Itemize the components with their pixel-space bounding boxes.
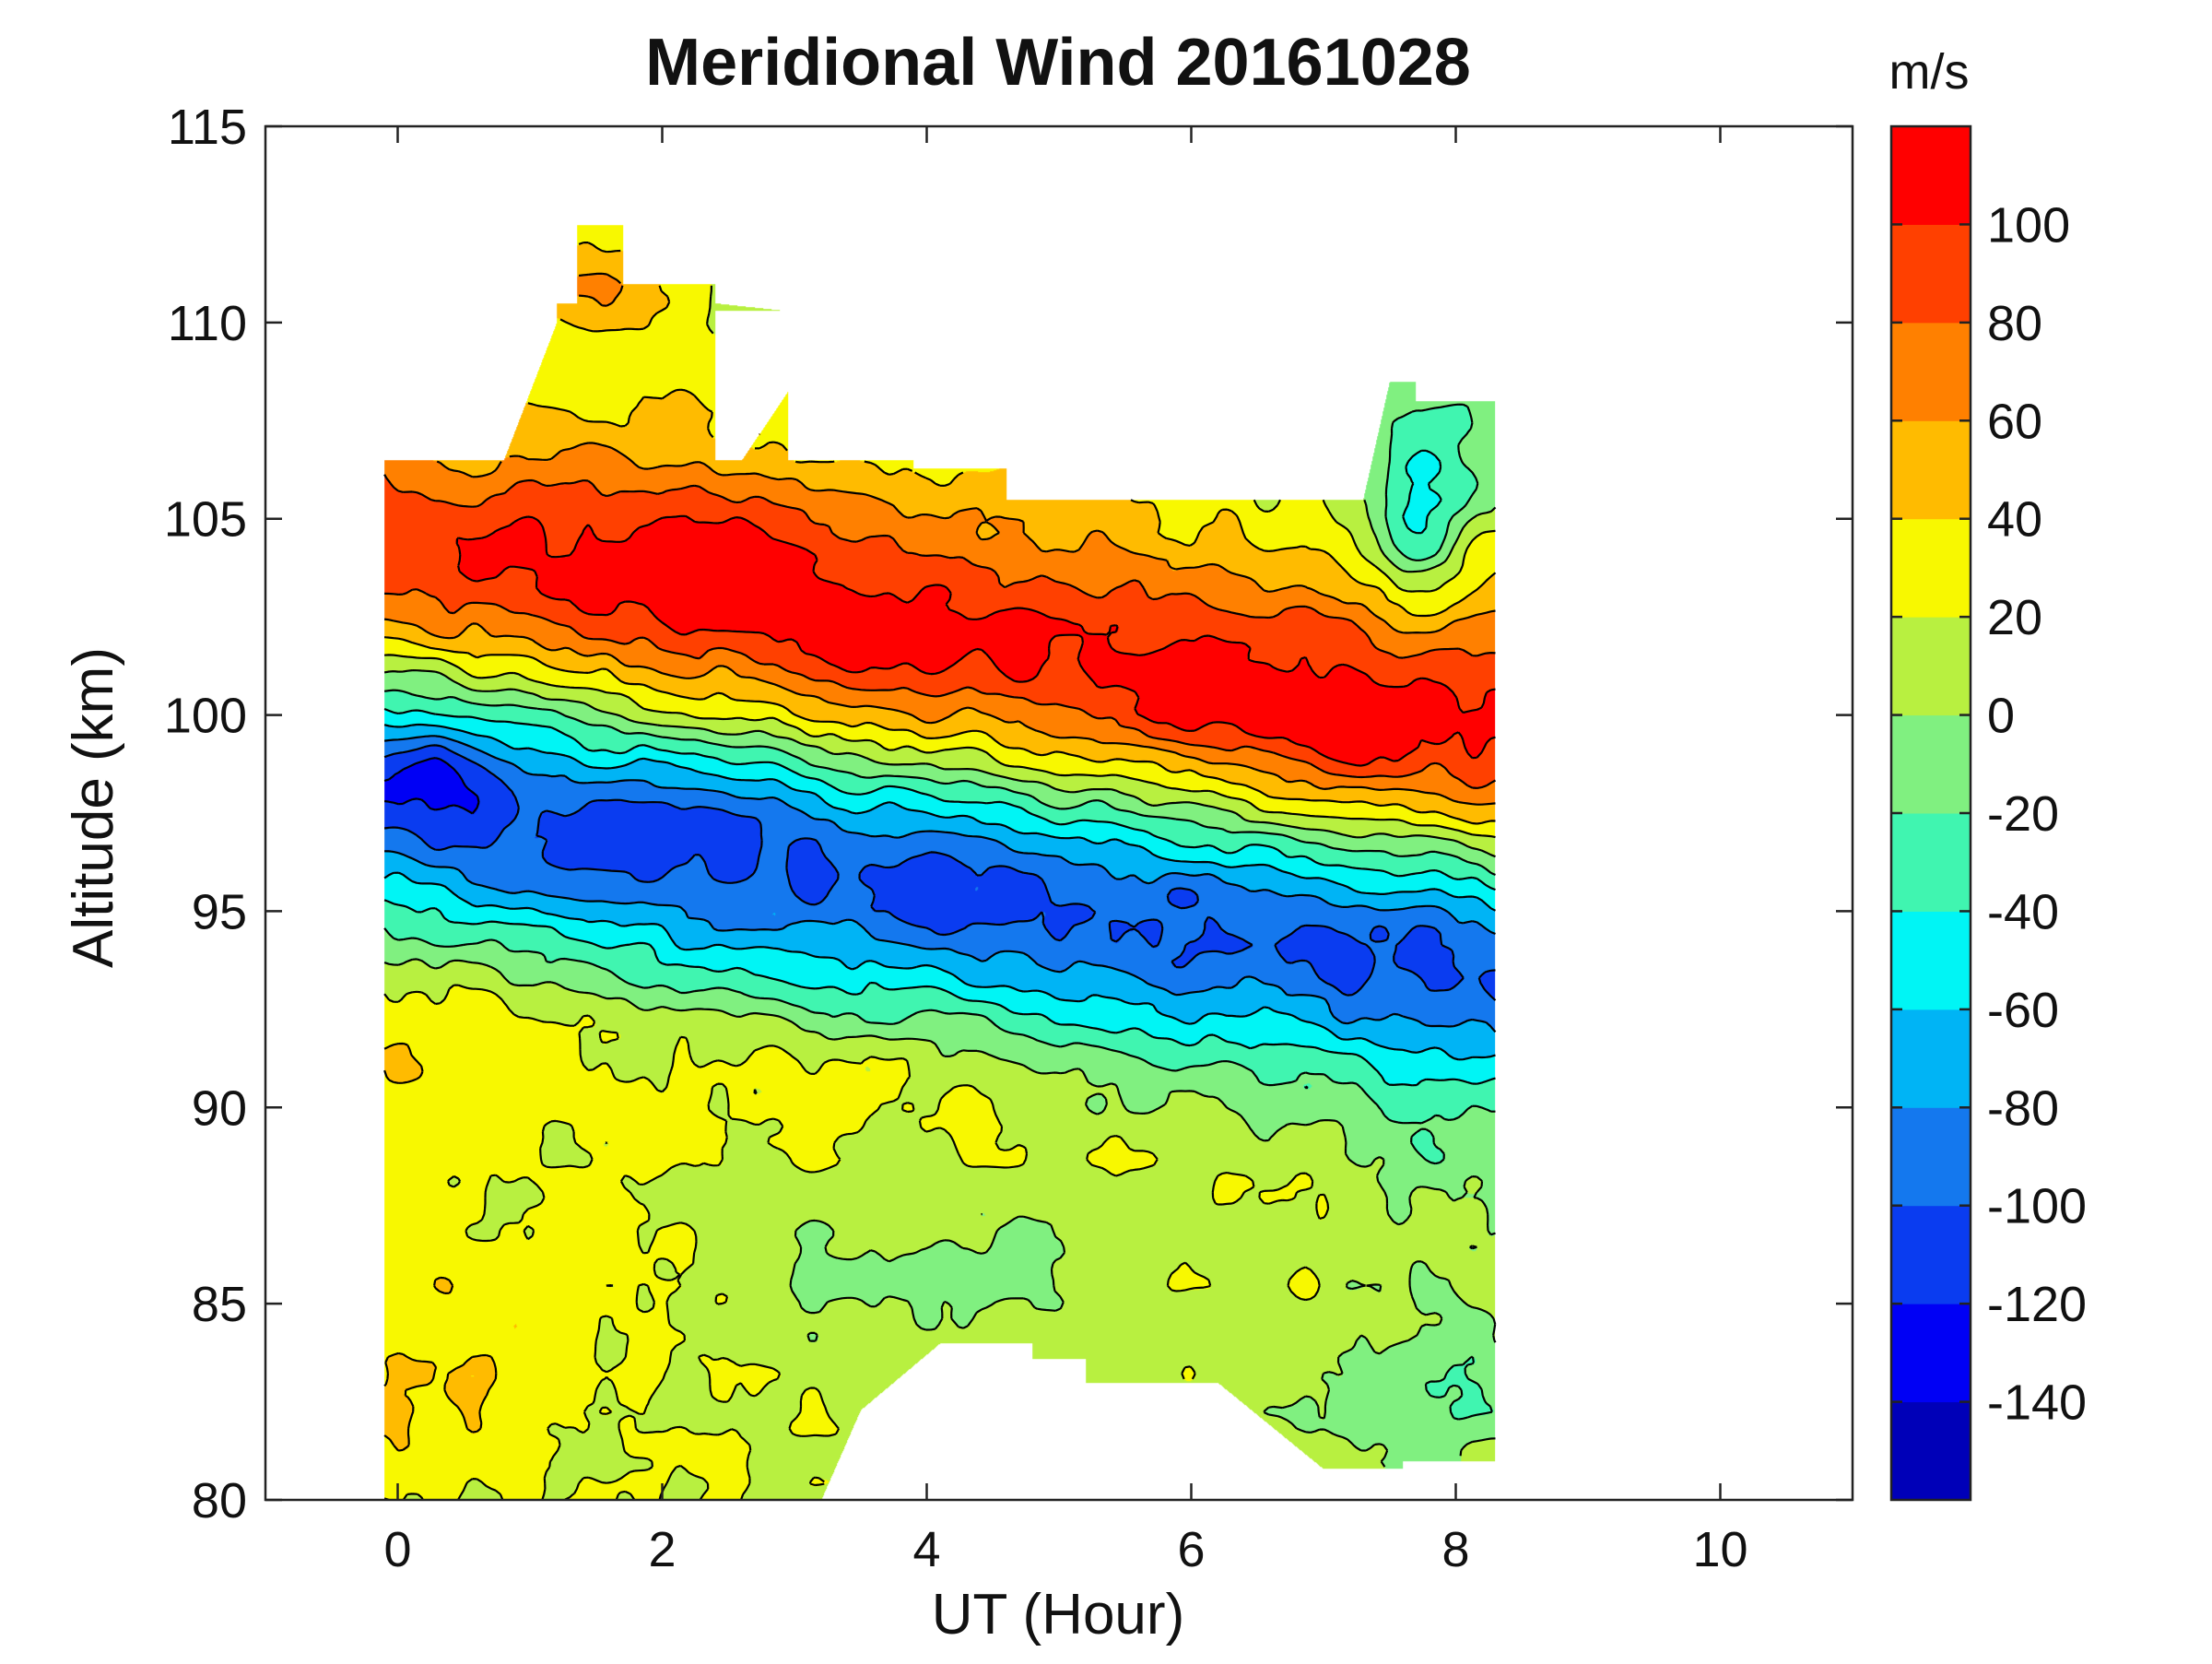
y-tick-label: 115 (168, 100, 247, 155)
colorbar-swatch (1891, 1205, 1971, 1304)
contour-line--100 (383, 744, 1497, 1001)
x-axis-label: UT (Hour) (932, 1583, 1184, 1646)
contour-line--60 (383, 723, 1497, 1061)
x-tick-label: 4 (912, 1522, 940, 1577)
colorbar-tick-label: -20 (1987, 786, 2059, 842)
colorbar: -140 -120 -100 -80 -60 -40 -20 0 20 40 60 80 100 (1889, 124, 2087, 1502)
colorbar-unit-label: m/s (1889, 44, 1970, 100)
colorbar-swatch (1891, 911, 1971, 1010)
colorbar-tick-label: 80 (1987, 296, 2042, 351)
contour-line-40 (383, 242, 1497, 1452)
colorbar-swatch (1891, 714, 1971, 814)
y-tick-label: 95 (192, 884, 247, 939)
x-tick-label: 2 (648, 1522, 676, 1577)
chart-title: Meridional Wind 20161028 (645, 26, 1471, 100)
contour-line--120 (383, 757, 480, 815)
y-axis-label: Altitude (km) (62, 647, 125, 968)
y-tick-label: 105 (164, 492, 247, 548)
contour-line-0 (383, 499, 1497, 1468)
colorbar-swatch (1891, 126, 1971, 225)
colorbar-swatch (1891, 518, 1971, 618)
plot-frame (264, 124, 1854, 1502)
colorbar-tick-label: -100 (1987, 1179, 2087, 1234)
y-tick-label: 110 (168, 296, 247, 351)
y-tick-label: 90 (192, 1080, 247, 1136)
x-tick-label: 6 (1177, 1522, 1205, 1577)
x-tick-label: 8 (1441, 1522, 1469, 1577)
contour-lines (383, 242, 1497, 1501)
contour-line--40 (383, 449, 1496, 1087)
colorbar-swatch (1891, 1304, 1971, 1403)
colorbar-tick-label: -80 (1987, 1080, 2059, 1136)
colorbar-tick-label: -40 (1987, 884, 2059, 939)
colorbar-tick-label: 0 (1987, 689, 2015, 744)
y-tick-label: 80 (192, 1473, 247, 1528)
colorbar-swatch (1891, 420, 1971, 520)
x-tick-label: 10 (1692, 1522, 1747, 1577)
colorbar-swatch (1891, 617, 1971, 716)
contour-field (384, 220, 1496, 1501)
colorbar-swatch (1891, 1401, 1971, 1501)
wind-field-raster (384, 220, 1496, 1501)
x-tick-label: 0 (383, 1522, 411, 1577)
y-tick-label: 85 (192, 1277, 247, 1332)
colorbar-swatch (1891, 1009, 1971, 1108)
contour-line--80 (383, 735, 1497, 1033)
colorbar-tick-label: 40 (1987, 492, 2042, 548)
y-tick-label: 100 (164, 689, 247, 744)
contour-line--20 (383, 403, 1496, 1421)
colorbar-swatch (1891, 1107, 1971, 1207)
colorbar-tick-label: 20 (1987, 590, 2042, 645)
contour-line-80 (383, 474, 1497, 789)
colorbar-tick-label: -120 (1987, 1277, 2087, 1332)
colorbar-tick-label: -140 (1987, 1375, 2087, 1431)
colorbar-tick-label: 100 (1987, 197, 2070, 253)
colorbar-swatch (1891, 322, 1971, 421)
colorbar-tick-label: 60 (1987, 394, 2042, 449)
colorbar-swatch (1891, 813, 1971, 912)
contour-line-60 (383, 272, 1496, 806)
colorbar-swatch (1891, 224, 1971, 324)
contour-line-100 (455, 514, 1496, 767)
colorbar-tick-label: -60 (1987, 983, 2059, 1038)
